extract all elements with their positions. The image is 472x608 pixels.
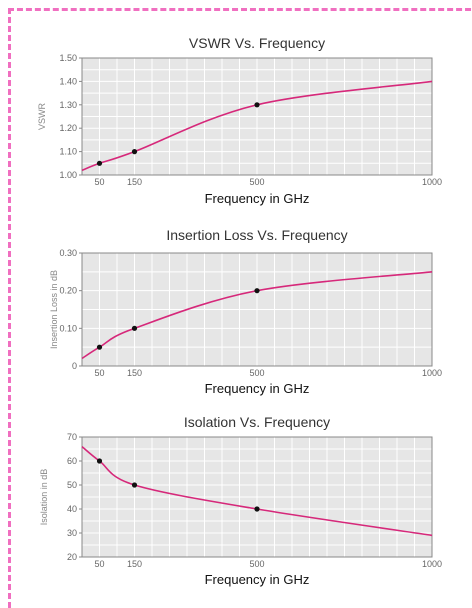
x-tick-label: 50 (94, 368, 104, 378)
x-tick-label: 500 (249, 177, 264, 187)
y-tick-label: 0.10 (59, 323, 77, 333)
x-tick-label: 50 (94, 559, 104, 569)
data-point (131, 482, 138, 488)
y-tick-label: 1.10 (59, 147, 77, 157)
data-point (254, 102, 260, 108)
y-tick-label: 0.30 (59, 248, 77, 258)
y-tick-label: 0.20 (59, 286, 77, 296)
y-tick-label: 1.40 (59, 76, 77, 86)
y-tick-label: 20 (67, 552, 77, 562)
x-tick-label: 150 (127, 559, 142, 569)
series-line (81, 445, 433, 537)
y-tick-label: 60 (67, 456, 77, 466)
x-axis-label: Frequency in GHz (205, 381, 310, 396)
y-axis-label: VSWR (37, 102, 47, 130)
chart-title: Isolation Vs. Frequency (184, 414, 330, 430)
x-axis-label: Frequency in GHz (205, 191, 310, 206)
x-tick-label: 1000 (422, 177, 442, 187)
data-point (96, 160, 103, 166)
plot-border (81, 436, 433, 558)
y-tick-label: 1.50 (59, 53, 77, 63)
plot-border (81, 252, 433, 367)
data-point (254, 288, 260, 294)
y-tick-label: 1.20 (59, 123, 77, 133)
y-tick-label: 70 (67, 432, 77, 442)
y-tick-label: 40 (67, 504, 77, 514)
y-axis-label: Insertion Loss in dB (49, 270, 59, 349)
x-tick-label: 150 (127, 368, 142, 378)
y-tick-label: 0 (72, 361, 77, 371)
chart-title: VSWR Vs. Frequency (189, 35, 325, 51)
data-point (96, 344, 103, 350)
x-tick-label: 50 (94, 177, 104, 187)
x-tick-label: 1000 (422, 559, 442, 569)
y-tick-label: 1.30 (59, 100, 77, 110)
chart-title: Insertion Loss Vs. Frequency (166, 227, 347, 243)
chart-1: VSWR Vs. Frequency 1.00 1.10 1.20 1.30 1.40 1.… (37, 35, 442, 206)
y-tick-label: 1.00 (59, 170, 77, 180)
data-point (131, 149, 138, 155)
dashed-frame (8, 8, 472, 608)
x-tick-label: 1000 (422, 368, 442, 378)
y-tick-label: 50 (67, 480, 77, 490)
chart-2: Insertion Loss Vs. Frequency 0 0.10 0.20 0.3… (49, 227, 442, 396)
chart-3: Isolation Vs. Frequency 20 30 40 50 60 70 50 150… (39, 414, 442, 587)
data-point (96, 458, 103, 464)
plot-border (81, 57, 433, 176)
data-point (131, 325, 138, 331)
x-axis-label: Frequency in GHz (205, 572, 310, 587)
y-tick-label: 30 (67, 528, 77, 538)
x-tick-label: 150 (127, 177, 142, 187)
x-tick-label: 500 (249, 559, 264, 569)
data-point (254, 506, 260, 512)
y-axis-label: Isolation in dB (39, 469, 49, 526)
x-tick-label: 500 (249, 368, 264, 378)
